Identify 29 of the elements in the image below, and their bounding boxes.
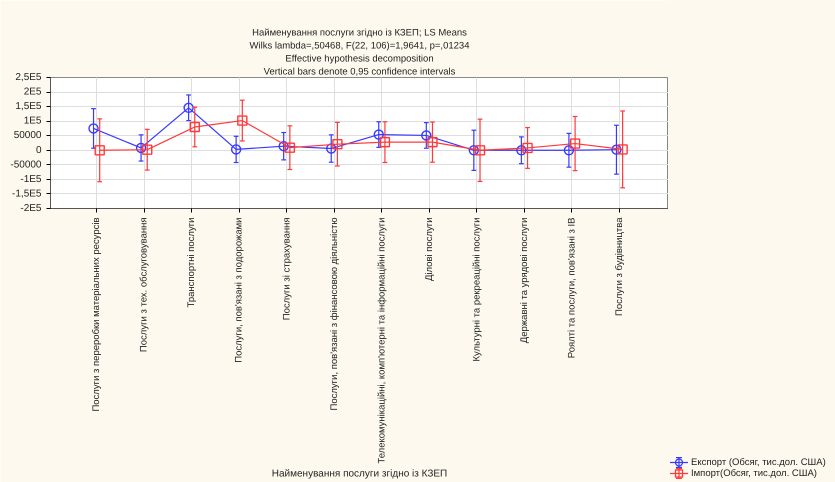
y-tick-label: -1E5 (20, 174, 42, 185)
x-tick-label: Послуги з переробки матеріальних ресурсів (91, 217, 102, 412)
y-tick-label: 2,5E5 (15, 72, 42, 83)
y-tick-label: 50000 (14, 130, 42, 142)
x-tick-label: Культурні та рекреаційні послуги (471, 218, 482, 362)
x-tick-label: Послуги зі страхування (281, 217, 292, 320)
y-tick-label: -2E5 (20, 203, 42, 214)
legend-label: Імпорт(Обсяг, тис.дол. США) (691, 468, 817, 479)
y-tick-label: 2E5 (24, 86, 42, 98)
x-tick-label: Телекомунікаційні, комп'ютерні та інформаційні послуги (376, 218, 388, 464)
x-tick-label: Транспортні послуги (186, 217, 198, 308)
text: Effective hypothesis decomposition (285, 54, 434, 64)
x-tick-label: Державні та урядові послуги (518, 217, 530, 344)
y-tick-label: 1,5E5 (15, 101, 42, 112)
text: Vertical bars denote 0,95 confidence intervals (264, 66, 456, 78)
y-tick-label: 0 (36, 144, 42, 156)
y-tick-label: -50000 (10, 159, 42, 170)
legend-label: Експорт (Обсяг, тис.дол. США) (691, 457, 826, 468)
x-tick-label: Ділові послуги (424, 217, 435, 282)
chart-title: Найменування послуги згідно із КЗЕП; LS Means (252, 28, 468, 38)
x-tick-label: Послуги, пов'язані з подорожами (234, 217, 245, 363)
x-tick-label: Послуги з будівництва (614, 216, 626, 316)
x-tick-label: Послуги, пов'язані з фінансовою діяльністю (328, 217, 340, 410)
y-tick-label: -1,5E5 (12, 188, 42, 200)
x-tick-label: Послуги з тех. обслуговування (138, 217, 150, 352)
x-tick-label: Роялті та послуги, пов'язані з ІВ (566, 218, 578, 358)
y-tick-label: 1E5 (24, 116, 42, 127)
chart-subtitle: Wilks lambda=,50468, F(22, 106)=1,9641, p=,01234 (250, 40, 470, 52)
x-axis-title: Найменування послуги згідно із КЗЕП (272, 468, 448, 480)
